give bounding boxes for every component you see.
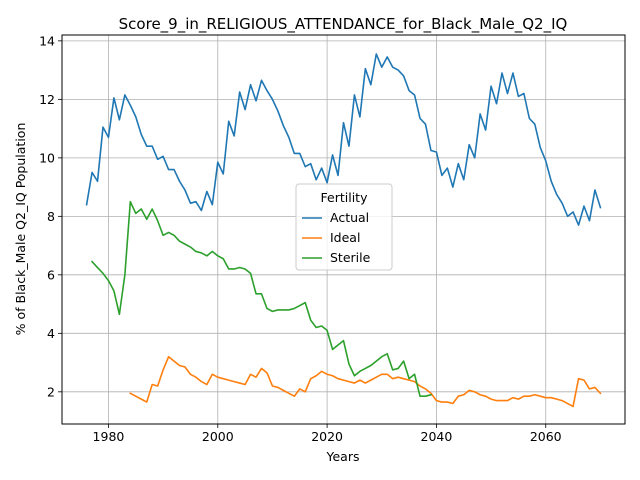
y-tick-label: 14 [39, 33, 55, 48]
legend: Fertility Actual Ideal Sterile [295, 183, 393, 271]
x-tick-label: 2020 [311, 429, 343, 444]
series-line-ideal [129, 355, 602, 408]
x-axis-label: Years [326, 449, 360, 464]
y-tick-label: 6 [47, 267, 55, 282]
legend-label-actual: Actual [330, 210, 369, 225]
x-tick-label: 2040 [421, 429, 453, 444]
series-line-sterile [90, 200, 432, 398]
y-tick-label: 10 [39, 150, 55, 165]
y-axis-label: % of Black_Male Q2_IQ Population [13, 123, 28, 336]
x-tick-label: 2000 [202, 429, 234, 444]
y-tick-label: 2 [47, 384, 55, 399]
legend-title: Fertility [321, 190, 369, 205]
series-line-actual [85, 53, 602, 226]
legend-label-ideal: Ideal [330, 230, 360, 245]
y-tick-label: 8 [47, 209, 55, 224]
x-axis: 1980 2000 2020 2040 2060 [93, 424, 562, 444]
plot-frame [61, 34, 626, 425]
legend-label-sterile: Sterile [330, 250, 371, 265]
y-tick-label: 4 [47, 326, 55, 341]
x-tick-label: 1980 [93, 429, 125, 444]
x-tick-label: 2060 [530, 429, 562, 444]
y-tick-label: 12 [39, 92, 55, 107]
chart-title: Score_9_in_RELIGIOUS_ATTENDANCE_for_Blac… [119, 15, 568, 34]
legend-box [295, 183, 393, 271]
series-lines [85, 53, 602, 408]
y-axis: 2 4 6 8 10 12 14 [39, 33, 62, 399]
